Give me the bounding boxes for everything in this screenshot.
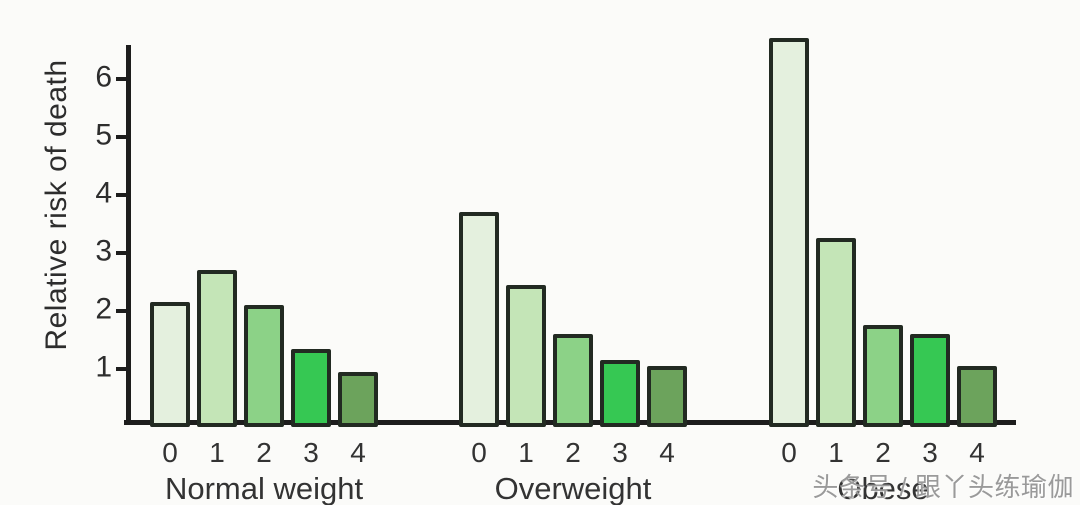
bar-number-label: 2 [565,437,581,468]
bar-number-label: 2 [875,437,891,468]
bar-number-label: 0 [471,437,487,468]
y-tick-mark [116,77,126,81]
y-tick-label: 6 [95,60,112,94]
y-tick-mark [116,193,126,197]
bar-normal-weight-0 [150,302,190,427]
bar-number-label: 1 [209,437,225,468]
bar-overweight-3 [600,360,640,427]
y-tick-label: 1 [95,350,112,384]
bar-number-label: 3 [922,437,938,468]
bar-number-label: 3 [612,437,628,468]
bar-overweight-1 [506,285,546,427]
bar-obese-0 [769,38,809,427]
bar-normal-weight-3 [291,349,331,427]
y-tick-mark [116,135,126,139]
bar-overweight-2 [553,334,593,427]
bar-number-label: 1 [828,437,844,468]
bar-number-label: 0 [162,437,178,468]
y-tick-mark [116,251,126,255]
bar-number-label: 3 [303,437,319,468]
bar-number-label: 4 [969,437,985,468]
bar-number-label: 1 [518,437,534,468]
bar-number-label: 0 [781,437,797,468]
bar-obese-2 [863,325,903,427]
bar-obese-4 [957,366,997,427]
bar-obese-3 [910,334,950,427]
watermark: 头条号 / 跟丫头练瑜伽 [812,472,1074,502]
bar-number-label: 4 [350,437,366,468]
y-tick-mark [116,309,126,313]
group-label-overweight: Overweight [494,471,652,505]
bar-overweight-4 [647,366,687,427]
bar-obese-1 [816,238,856,427]
y-tick-label: 2 [95,292,112,326]
group-label-obese: Obese [837,471,929,505]
y-tick-label: 3 [95,234,112,268]
bar-normal-weight-2 [244,305,284,427]
group-label-normal-weight: Normal weight [164,471,364,505]
y-axis-line [126,45,131,425]
y-tick-mark [116,367,126,371]
y-tick-label: 5 [95,118,112,152]
bar-number-label: 4 [659,437,675,468]
bar-number-label: 2 [256,437,272,468]
y-tick-label: 4 [95,176,112,210]
bar-overweight-0 [459,212,499,427]
bar-normal-weight-1 [197,270,237,427]
bar-normal-weight-4 [338,372,378,427]
